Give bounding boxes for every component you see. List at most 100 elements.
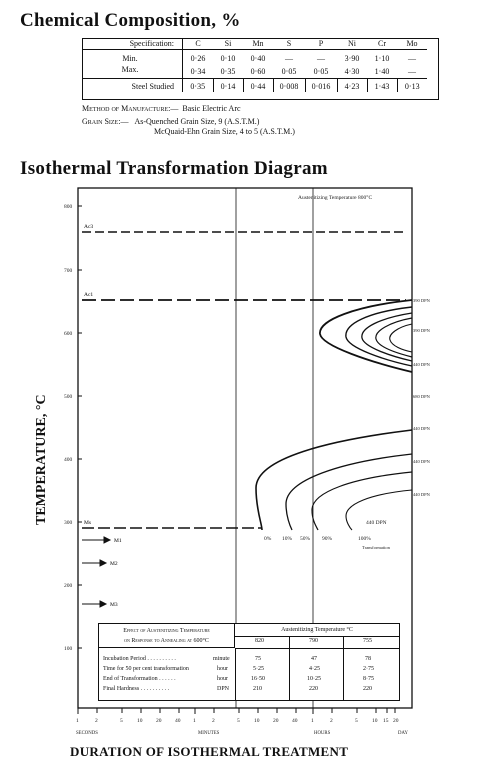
max-label: Max. bbox=[82, 64, 183, 79]
ms-label: Ms bbox=[84, 520, 91, 526]
inset-header: Austenitizing Temperature °C bbox=[235, 624, 399, 637]
el-ni: Ni bbox=[337, 38, 367, 50]
hardness-440-inner: 440 DPN bbox=[366, 520, 387, 526]
x-tick-40s: 40 bbox=[175, 718, 181, 724]
inset-divider-1 bbox=[289, 636, 290, 700]
inset-temp-790: 790 bbox=[309, 638, 318, 644]
annealing-inset: Effect of Austenitizing Temperature on R… bbox=[98, 623, 400, 701]
manufacture-label: Method of Manufacture:— bbox=[82, 104, 179, 113]
upper-curve-100 bbox=[389, 323, 413, 353]
el-s: S bbox=[273, 38, 305, 50]
hardness-3: 440 DPN bbox=[413, 362, 431, 367]
hardness-7: 440 DPN bbox=[413, 492, 431, 497]
grain-line: Grain Size:— As-Quenched Grain Size, 9 (… bbox=[82, 117, 259, 126]
inset-row-4: Final Hardness . . . . . . . . . . bbox=[103, 686, 169, 692]
studied-si: 0·14 bbox=[212, 78, 243, 92]
percent-labels: 0% 10% 50% 90% 100% Transformation bbox=[264, 536, 391, 550]
studied-mn: 0·44 bbox=[242, 78, 273, 92]
x-tick-5h: 5 bbox=[355, 718, 358, 724]
x-tick-15h: 15 bbox=[383, 718, 389, 724]
inset-row-2-v2: 4·25 bbox=[309, 666, 320, 672]
x-tick-2s: 2 bbox=[95, 718, 98, 724]
hardness-6: 440 DPN bbox=[413, 459, 431, 464]
lower-curve-50 bbox=[311, 471, 413, 531]
pct-0: 0% bbox=[264, 536, 272, 542]
composition-table: Specification: C Si Mn S P Ni Cr Mo Min.… bbox=[82, 38, 427, 92]
upper-curves bbox=[319, 299, 413, 373]
x-tick-20s: 20 bbox=[156, 718, 162, 724]
x-tick-5m: 5 bbox=[237, 718, 240, 724]
x-tick-10m: 10 bbox=[254, 718, 260, 724]
inset-divider-2 bbox=[343, 636, 344, 700]
x-unit-hours: HOURS bbox=[314, 731, 331, 736]
y-tick-800: 800 bbox=[64, 204, 73, 210]
ac1-label: Ac1 bbox=[84, 292, 93, 298]
lower-curve-10 bbox=[285, 453, 413, 531]
y-tick-500: 500 bbox=[64, 394, 73, 400]
inset-divider-0 bbox=[235, 648, 236, 700]
x-tick-40m: 40 bbox=[292, 718, 298, 724]
inset-row-3-v2: 10·25 bbox=[307, 676, 321, 682]
inset-temp-755: 755 bbox=[363, 638, 372, 644]
inset-title: Effect of Austenitizing Temperature on R… bbox=[99, 624, 235, 648]
x-tick-10s: 10 bbox=[137, 718, 143, 724]
inset-row-1-v1: 75 bbox=[255, 656, 261, 662]
upper-curve-50 bbox=[361, 312, 413, 362]
inset-row-4-unit: DPN bbox=[217, 686, 230, 692]
inset-row-3-v3: 8·75 bbox=[363, 676, 374, 682]
plot-frame bbox=[77, 187, 413, 709]
inset-row-2-v1: 5·25 bbox=[253, 666, 264, 672]
y-tick-700: 700 bbox=[64, 268, 73, 274]
grain-line1: As-Quenched Grain Size, 9 (A.S.T.M.) bbox=[134, 117, 260, 126]
manufacture-line: Method of Manufacture:— Basic Electric A… bbox=[82, 104, 241, 113]
m3-label: M3 bbox=[110, 602, 118, 608]
y-axis-label: TEMPERATURE, °C bbox=[34, 394, 49, 525]
hardness-2: 390 DPN bbox=[413, 328, 431, 333]
max-mo: — bbox=[408, 66, 416, 76]
x-ticks: 1 2 5 10 20 40 1 2 5 10 20 40 1 2 5 10 1… bbox=[76, 708, 399, 724]
min-c: 0·26 bbox=[190, 54, 206, 63]
m2-arrowhead bbox=[99, 559, 108, 567]
min-s: — bbox=[285, 54, 293, 63]
m3-arrowhead bbox=[99, 600, 108, 608]
el-si: Si bbox=[213, 38, 243, 50]
x-unit-minutes: MINUTES bbox=[198, 731, 220, 736]
inset-row-2: Time for 50 per cent transformation bbox=[103, 666, 189, 672]
manufacture-value: Basic Electric Arc bbox=[182, 104, 241, 113]
pct-50: 50% bbox=[300, 536, 311, 542]
x-tick-20m: 20 bbox=[273, 718, 279, 724]
upper-curve-10 bbox=[345, 306, 413, 367]
inset-row-2-label: Time for 50 per cent transformation bbox=[103, 666, 189, 672]
el-p: P bbox=[305, 38, 337, 50]
lower-curve-90 bbox=[345, 489, 413, 531]
studied-s: 0·008 bbox=[272, 78, 305, 92]
studied-mo: 0·13 bbox=[396, 78, 427, 92]
max-p: 0·05 bbox=[313, 66, 329, 76]
m2-label: M2 bbox=[110, 561, 118, 567]
upper-curve-90 bbox=[375, 317, 413, 358]
hardness-4: 680 DPN bbox=[413, 394, 431, 399]
ac3-label: Ac3 bbox=[84, 224, 93, 230]
inset-row-4-v3: 220 bbox=[363, 686, 372, 692]
max-ni: 4·30 bbox=[344, 66, 360, 76]
inset-row-1-label: Incubation Period . . . . . . . . . . bbox=[103, 656, 176, 662]
max-cr: 1·40 bbox=[374, 66, 390, 76]
diagram-title: Isothermal Transformation Diagram bbox=[20, 158, 328, 179]
upper-curve-0 bbox=[319, 299, 413, 373]
el-mo: Mo bbox=[397, 38, 427, 50]
min-cr: 1·10 bbox=[374, 54, 390, 63]
x-unit-seconds: SECONDS bbox=[76, 731, 98, 736]
lower-curves bbox=[255, 429, 413, 531]
hardness-1: 390 DPN bbox=[413, 298, 431, 303]
grain-line2: McQuaid-Ehn Grain Size, 4 to 5 (A.S.T.M.… bbox=[154, 127, 295, 136]
x-tick-2m: 2 bbox=[212, 718, 215, 724]
inset-row-3-label: End of Transformation . . . . . . bbox=[103, 676, 176, 682]
studied-cr: 1·43 bbox=[366, 78, 397, 92]
spec-label: Specification: bbox=[82, 38, 183, 50]
grain-label: Grain Size:— bbox=[82, 117, 129, 126]
studied-label: Steel Studied bbox=[82, 78, 183, 92]
inset-row-2-v3: 2·75 bbox=[363, 666, 374, 672]
y-tick-200: 200 bbox=[64, 583, 73, 589]
inset-row-1-v2: 47 bbox=[311, 656, 317, 662]
